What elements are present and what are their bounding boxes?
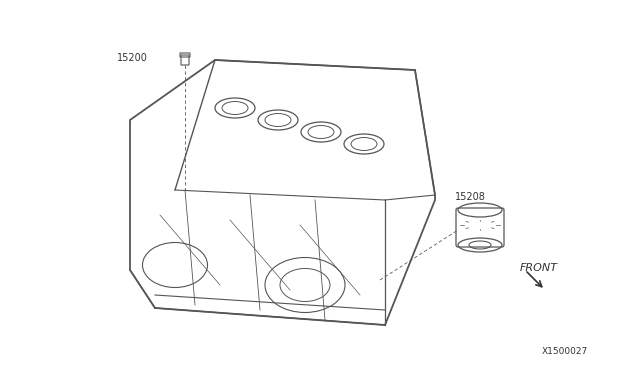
Text: FRONT: FRONT xyxy=(520,263,558,273)
Text: X1500027: X1500027 xyxy=(541,347,588,356)
Text: 15208: 15208 xyxy=(455,192,486,202)
Text: 15200: 15200 xyxy=(117,53,148,63)
